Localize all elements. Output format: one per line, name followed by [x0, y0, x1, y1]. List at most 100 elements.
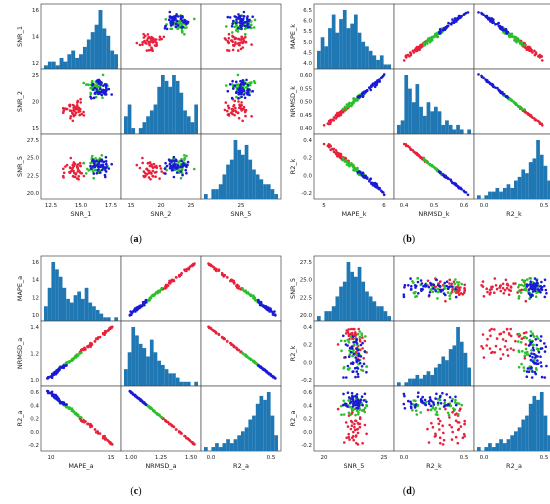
- scatter-point: [504, 278, 508, 282]
- scatter-point: [164, 18, 167, 21]
- scatter-point: [348, 346, 352, 350]
- scatter-point: [357, 422, 361, 426]
- histogram-bar: [127, 104, 132, 134]
- y-axis-label: R2_a: [16, 411, 24, 427]
- y-tick-label: 22.5: [300, 295, 313, 301]
- scatter-point: [104, 86, 108, 90]
- scatter-point: [454, 435, 458, 439]
- scatter-point: [353, 422, 356, 426]
- scatter-point: [231, 22, 234, 26]
- scatter-point: [163, 167, 167, 170]
- scatter-point: [512, 35, 515, 39]
- histogram-bar: [387, 316, 391, 321]
- caption-close: ): [412, 234, 415, 245]
- scatter-point: [454, 287, 457, 291]
- scatter-point: [243, 24, 247, 28]
- scatter-point: [102, 160, 106, 163]
- histogram-bar: [411, 378, 416, 386]
- scatter-point: [382, 193, 386, 197]
- scatter-point: [426, 279, 430, 283]
- scatter-point: [97, 90, 100, 94]
- scatter-point: [365, 370, 368, 374]
- scatter-point: [427, 441, 431, 444]
- x-tick-label: 1.25: [155, 455, 168, 461]
- scatter-point: [231, 35, 234, 39]
- scatter-point: [252, 79, 256, 83]
- panel-caption: (c): [130, 486, 141, 497]
- scatter-point: [89, 345, 92, 349]
- caption-open: (: [130, 234, 134, 245]
- y-tick-label: 4.5: [303, 50, 312, 56]
- scatter-point: [519, 341, 523, 344]
- scatter-point: [499, 348, 502, 351]
- y-tick-label: 0.4: [303, 138, 312, 144]
- scatter-point: [376, 186, 379, 189]
- scatter-point: [526, 367, 530, 370]
- scatter-point: [539, 347, 543, 350]
- histogram-bar: [186, 381, 191, 386]
- scatter-point: [84, 420, 87, 423]
- histogram-bar: [127, 352, 132, 386]
- scatter-point: [354, 350, 358, 354]
- scatter-point: [540, 280, 543, 284]
- scatter-point: [540, 365, 543, 368]
- scatter-point: [74, 173, 78, 176]
- scatter-point: [444, 407, 447, 411]
- scatter-point: [186, 437, 190, 440]
- scatter-point: [71, 357, 74, 361]
- histogram-bar: [379, 306, 384, 321]
- scatter-point: [241, 46, 245, 49]
- y-tick-label: 0.4: [303, 403, 312, 409]
- scatter-point: [517, 290, 521, 293]
- histogram-bar: [86, 39, 91, 69]
- scatter-point: [142, 36, 146, 39]
- caption-letter: c: [134, 486, 139, 497]
- scatter-point: [68, 360, 71, 363]
- scatter-point: [445, 284, 449, 288]
- scatter-point: [99, 165, 103, 168]
- histogram-bar: [383, 64, 388, 69]
- scatter-point: [151, 174, 154, 178]
- x-tick-label: 25: [188, 203, 195, 209]
- scatter-point: [342, 413, 346, 416]
- scatter-point: [153, 293, 156, 297]
- scatter-point: [411, 409, 414, 412]
- scatter-point: [222, 273, 226, 277]
- scatter-point: [494, 344, 498, 348]
- histogram-bar: [491, 447, 496, 451]
- scatter-point: [193, 443, 196, 446]
- scatter-point: [520, 107, 524, 111]
- y-tick-label: 0.6: [303, 390, 312, 396]
- scatter-point: [142, 400, 145, 404]
- histogram-bar: [259, 395, 264, 451]
- scatter-point: [168, 279, 171, 283]
- scatter-point: [525, 336, 528, 340]
- histogram-bar: [422, 115, 427, 134]
- scatter-point: [242, 93, 246, 96]
- scatter-point: [361, 347, 364, 350]
- x-tick-label: 6: [382, 203, 386, 209]
- scatter-point: [356, 166, 359, 170]
- scatter-point: [537, 350, 541, 354]
- scatter-point: [520, 288, 524, 292]
- scatter-point: [327, 145, 331, 149]
- scatter-point: [71, 409, 74, 413]
- scatter-point: [93, 168, 96, 172]
- scatter-point: [174, 159, 178, 163]
- histogram-bar: [357, 266, 362, 321]
- scatter-point: [239, 47, 243, 51]
- scatter-point: [531, 356, 534, 359]
- scatter-point: [458, 186, 461, 189]
- histogram-bar: [92, 306, 96, 321]
- caption-letter: a: [134, 234, 139, 245]
- histogram-bar: [456, 124, 460, 134]
- cell-MAPE_a-vs-NRMSD_a: [120, 255, 202, 322]
- y-tick-label: 16: [32, 260, 39, 266]
- histogram-bar: [452, 129, 457, 134]
- scatter-point: [343, 339, 347, 343]
- scatter-point: [438, 395, 442, 399]
- histogram-bar: [361, 41, 366, 69]
- scatter-point: [533, 289, 537, 293]
- scatter-point: [494, 86, 497, 89]
- scatter-point: [104, 162, 108, 166]
